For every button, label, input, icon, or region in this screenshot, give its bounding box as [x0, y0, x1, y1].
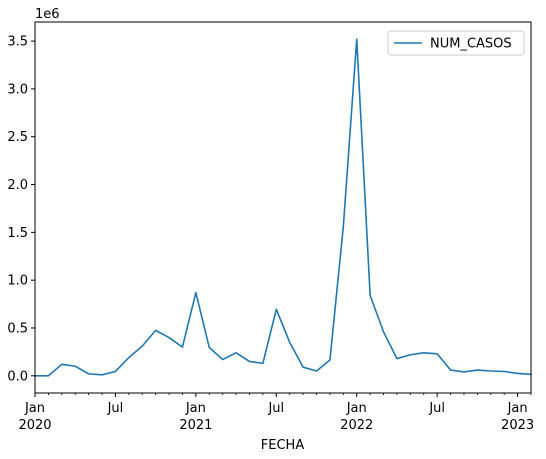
y-tick-label: 1.5 — [7, 226, 28, 241]
series-line-group — [34, 38, 532, 377]
y-offset-label: 1e6 — [35, 7, 60, 22]
plot-area-border — [34, 21, 532, 394]
legend: NUM_CASOS — [387, 30, 525, 56]
y-tick-label: 0.0 — [7, 369, 28, 384]
x-tick-year-label: 2020 — [18, 418, 51, 433]
series-line-num-casos — [34, 38, 532, 377]
legend-label-num-casos: NUM_CASOS — [430, 37, 512, 52]
x-tick-year-label: 2023 — [501, 418, 534, 433]
y-tick-label: 2.0 — [7, 178, 28, 193]
axes-frame — [34, 21, 532, 394]
y-tick-label: 3.5 — [7, 35, 28, 50]
x-tick-label: Jul — [428, 401, 445, 416]
x-tick-year-label: 2021 — [179, 418, 212, 433]
y-tick-label: 3.0 — [7, 82, 28, 97]
x-tick-label: Jul — [107, 401, 124, 416]
x-tick-label: Jan — [24, 401, 45, 416]
legend-box — [387, 30, 525, 56]
x-axis-label: FECHA — [261, 438, 305, 453]
x-tick-label: Jan — [507, 401, 528, 416]
x-tick-year-label: 2022 — [340, 418, 373, 433]
y-tick-label: 2.5 — [7, 130, 28, 145]
y-tick-label: 0.5 — [7, 321, 28, 336]
x-axis: Jan 2020 Jul Jan 2021 Jul Jan 2022 Jul Jan 2023 — [18, 393, 534, 433]
x-tick-label: Jul — [267, 401, 284, 416]
x-tick-label: Jan — [185, 401, 206, 416]
y-tick-label: 1.0 — [7, 274, 28, 289]
x-tick-label: Jan — [346, 401, 367, 416]
y-axis: 0.0 0.5 1.0 1.5 2.0 2.5 3.0 3.5 — [7, 35, 35, 384]
